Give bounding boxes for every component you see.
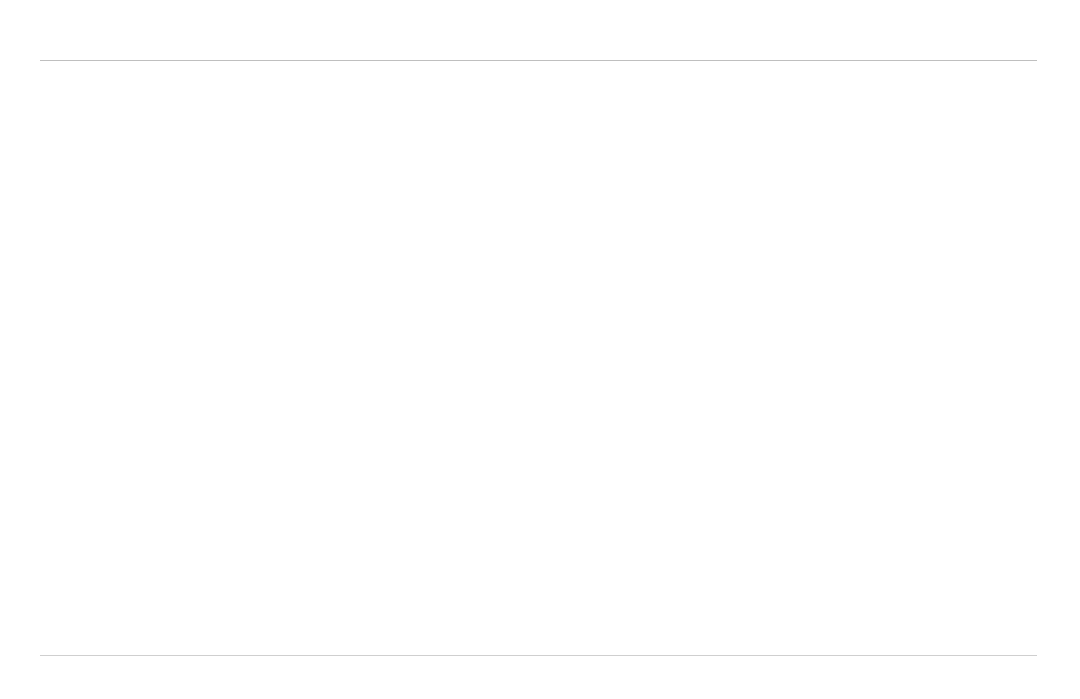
header-divider [40,60,1037,61]
footer-divider [40,655,1037,656]
